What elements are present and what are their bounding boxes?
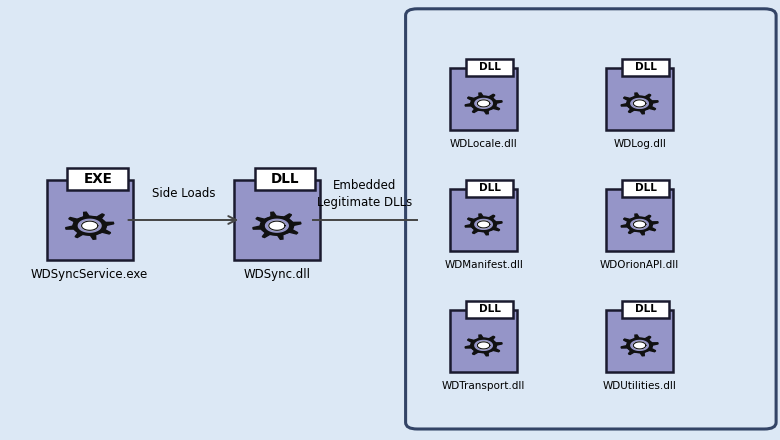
Polygon shape — [82, 221, 98, 230]
Polygon shape — [78, 219, 101, 232]
FancyBboxPatch shape — [606, 189, 672, 251]
FancyBboxPatch shape — [622, 180, 669, 197]
Text: WDSyncService.exe: WDSyncService.exe — [31, 268, 148, 282]
Polygon shape — [627, 338, 652, 352]
Polygon shape — [471, 96, 496, 110]
Text: EXE: EXE — [83, 172, 112, 186]
Polygon shape — [627, 217, 652, 231]
FancyBboxPatch shape — [622, 301, 669, 318]
Text: WDManifest.dll: WDManifest.dll — [444, 260, 523, 270]
FancyBboxPatch shape — [622, 59, 669, 76]
Polygon shape — [471, 217, 496, 231]
FancyBboxPatch shape — [451, 310, 516, 372]
FancyBboxPatch shape — [47, 180, 133, 260]
Polygon shape — [66, 212, 114, 239]
FancyBboxPatch shape — [234, 180, 320, 260]
Polygon shape — [631, 99, 648, 108]
Polygon shape — [633, 342, 646, 349]
FancyBboxPatch shape — [254, 168, 315, 190]
Text: DLL: DLL — [479, 304, 501, 314]
Polygon shape — [621, 214, 658, 235]
Polygon shape — [631, 341, 648, 350]
Text: DLL: DLL — [635, 62, 657, 72]
Polygon shape — [477, 100, 490, 107]
Polygon shape — [465, 93, 502, 114]
Polygon shape — [269, 221, 285, 230]
Text: WDOrionAPI.dll: WDOrionAPI.dll — [600, 260, 679, 270]
Text: DLL: DLL — [635, 304, 657, 314]
Text: DLL: DLL — [271, 172, 300, 186]
Text: WDLocale.dll: WDLocale.dll — [450, 139, 517, 149]
Polygon shape — [477, 342, 490, 349]
Polygon shape — [477, 221, 490, 228]
Text: WDTransport.dll: WDTransport.dll — [442, 381, 525, 391]
Polygon shape — [475, 99, 492, 108]
Text: Side Loads: Side Loads — [151, 187, 215, 200]
Text: DLL: DLL — [479, 183, 501, 193]
FancyBboxPatch shape — [466, 180, 513, 197]
FancyBboxPatch shape — [466, 301, 513, 318]
FancyBboxPatch shape — [406, 9, 776, 429]
Polygon shape — [471, 338, 496, 352]
Polygon shape — [633, 100, 646, 107]
Polygon shape — [475, 341, 492, 350]
Text: DLL: DLL — [635, 183, 657, 193]
FancyBboxPatch shape — [67, 168, 128, 190]
Polygon shape — [475, 220, 492, 229]
Polygon shape — [261, 216, 293, 235]
Polygon shape — [633, 221, 646, 228]
Text: WDSync.dll: WDSync.dll — [243, 268, 310, 282]
Polygon shape — [253, 212, 301, 239]
Polygon shape — [621, 93, 658, 114]
Text: DLL: DLL — [479, 62, 501, 72]
Polygon shape — [465, 335, 502, 356]
Text: WDLog.dll: WDLog.dll — [613, 139, 666, 149]
Polygon shape — [631, 220, 648, 229]
Polygon shape — [265, 219, 289, 232]
Polygon shape — [627, 96, 652, 110]
FancyBboxPatch shape — [606, 310, 672, 372]
FancyBboxPatch shape — [451, 68, 516, 130]
FancyBboxPatch shape — [451, 189, 516, 251]
Text: WDUtilities.dll: WDUtilities.dll — [603, 381, 676, 391]
Text: Embedded
Legitimate DLLs: Embedded Legitimate DLLs — [317, 179, 413, 209]
Polygon shape — [73, 216, 106, 235]
Polygon shape — [621, 335, 658, 356]
FancyBboxPatch shape — [606, 68, 672, 130]
Polygon shape — [465, 214, 502, 235]
FancyBboxPatch shape — [466, 59, 513, 76]
